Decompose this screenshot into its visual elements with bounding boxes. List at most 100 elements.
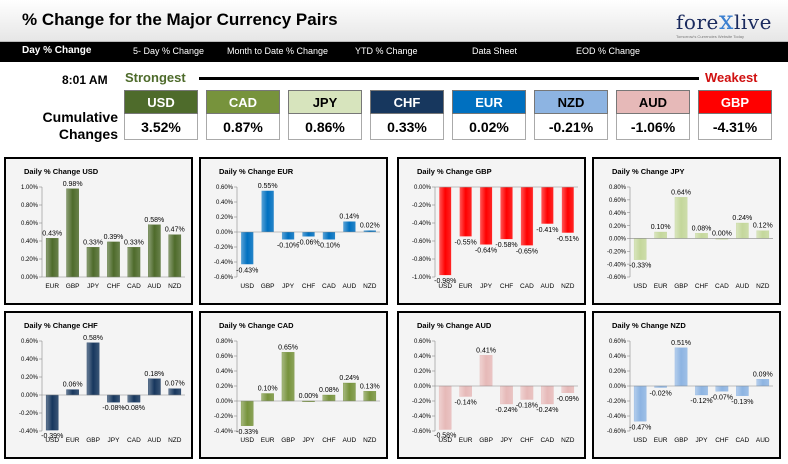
data-label: 0.12%	[753, 223, 773, 230]
data-label: 0.33%	[83, 239, 103, 246]
x-tick-label: CHF	[107, 283, 120, 290]
bar-gbp	[281, 352, 295, 402]
x-tick-label: GBP	[66, 283, 80, 290]
y-tick-label: -0.80%	[412, 257, 432, 263]
bar-chart: Daily % Change GBP -1.00% -0.80% -0.60% -0.4…	[412, 167, 579, 290]
currency-name: AUD	[616, 90, 690, 114]
data-label: -0.18%	[516, 403, 538, 410]
y-tick-label: 0.60%	[216, 354, 234, 360]
header-bar: % Change for the Major Currency Pairs fo…	[0, 0, 788, 42]
data-label: -0.10%	[318, 243, 340, 250]
y-tick-label: 0.20%	[609, 224, 627, 230]
y-tick-label: -0.60%	[214, 275, 234, 281]
bar-gbp	[261, 190, 274, 232]
bar-eur	[654, 231, 667, 239]
data-label: 0.09%	[753, 371, 773, 378]
bar-jpy	[695, 385, 708, 396]
currency-change-value: -1.06%	[616, 114, 690, 140]
y-tick-label: -0.40%	[214, 260, 234, 266]
data-label: -0.08%	[123, 405, 145, 412]
bar-chart: Daily % Change AUD -0.60% -0.40% -0.20% 0.00…	[412, 321, 579, 444]
bar-chf	[322, 394, 336, 402]
nav-5day-change[interactable]: 5- Day % Change	[133, 46, 205, 56]
weakest-label: Weakest	[705, 70, 758, 85]
x-tick-label: CAD	[540, 437, 554, 444]
data-label: -0.06%	[297, 240, 319, 247]
forexlive-logo[interactable]: forexlive Tomorrow's Currencies Website …	[676, 6, 772, 39]
nav-ytd-change[interactable]: YTD % Change	[355, 46, 418, 56]
y-tick-label: 0.20%	[21, 257, 39, 263]
x-tick-label: CAD	[735, 437, 749, 444]
data-label: -0.13%	[731, 399, 753, 406]
bar-chart: Daily % Change USD0.00%0.20%0.40%0.60%0.…	[21, 167, 185, 290]
y-tick-label: 0.60%	[609, 198, 627, 204]
data-label: 0.02%	[360, 223, 380, 230]
y-tick-label: -0.60%	[412, 429, 432, 435]
y-tick-label: 0.20%	[414, 369, 432, 375]
y-tick-label: 0.40%	[216, 200, 234, 206]
data-label: 0.58%	[144, 217, 164, 224]
x-tick-label: JPY	[282, 283, 295, 290]
data-label: 0.98%	[63, 181, 83, 188]
bar-usd	[633, 238, 647, 260]
y-tick-label: 0.40%	[21, 239, 39, 245]
bar-usd	[240, 400, 254, 426]
x-tick-label: USD	[45, 437, 59, 444]
nav-data-sheet[interactable]: Data Sheet	[472, 46, 518, 56]
bar-cad	[127, 394, 141, 403]
data-label: -0.41%	[536, 227, 558, 234]
data-label: -0.24%	[536, 407, 558, 414]
chart-title: Daily % Change GBP	[417, 167, 492, 176]
bar-eur	[261, 393, 274, 402]
bar-chart: Daily % Change JPY -0.60% -0.40% -0.20% 0.00…	[607, 167, 773, 290]
data-label: 0.24%	[732, 215, 752, 222]
x-tick-label: USD	[633, 283, 647, 290]
y-tick-label: -0.40%	[412, 221, 432, 227]
bar-aud	[736, 222, 749, 239]
x-tick-label: AUD	[735, 283, 749, 290]
y-tick-label: -0.60%	[607, 429, 627, 435]
currency-name: USD	[124, 90, 198, 114]
data-label: -0.98%	[434, 278, 456, 285]
x-tick-label: EUR	[654, 283, 668, 290]
data-label: -0.12%	[690, 398, 712, 405]
currency-change-value: 0.86%	[288, 114, 362, 140]
x-tick-label: CAD	[520, 283, 534, 290]
bar-chf	[107, 241, 120, 278]
bar-aud	[343, 382, 356, 402]
data-label: 0.33%	[124, 239, 144, 246]
y-tick-label: -0.60%	[607, 275, 627, 281]
nav-eod-change[interactable]: EOD % Change	[576, 46, 641, 56]
y-tick-label: 0.40%	[609, 211, 627, 217]
x-tick-label: CAD	[127, 437, 141, 444]
x-tick-label: USD	[240, 283, 254, 290]
data-label: -0.24%	[495, 407, 517, 414]
y-tick-label: 0.00%	[216, 230, 234, 236]
bar-usd	[45, 394, 59, 431]
currency-change-value: 3.52%	[124, 114, 198, 140]
y-tick-label: -0.20%	[214, 414, 234, 420]
y-tick-label: 0.40%	[216, 369, 234, 375]
currency-name: CAD	[206, 90, 280, 114]
chart-title: Daily % Change NZD	[612, 321, 686, 330]
y-tick-label: 0.20%	[216, 215, 234, 221]
cumulative-changes-label: Cumulative Changes	[42, 109, 118, 142]
x-tick-label: CHF	[500, 283, 513, 290]
y-tick-label: 0.40%	[609, 354, 627, 360]
x-tick-label: NZD	[756, 283, 770, 290]
bar-chf	[695, 233, 708, 239]
currency-box-jpy: JPY 0.86%	[288, 90, 362, 140]
bar-chart: Daily % Change CHF -0.40% -0.20% 0.00% 0.20%…	[19, 321, 185, 444]
y-tick-label: 0.80%	[216, 339, 234, 345]
bar-chart: Daily % Change NZD -0.60% -0.40% -0.20% 0.00…	[607, 321, 773, 444]
data-label: 0.10%	[258, 386, 278, 393]
chart-panel-usd: Daily % Change USD 0.00% 0.20% 0.40% 0.60% 0.…	[4, 157, 193, 305]
nav-day-change[interactable]: Day % Change	[22, 45, 92, 56]
data-label: 0.55%	[258, 183, 278, 190]
data-label: 0.00%	[299, 393, 319, 400]
y-tick-label: 0.00%	[609, 384, 627, 390]
currency-change-value: 0.02%	[452, 114, 526, 140]
x-tick-label: JPY	[696, 437, 709, 444]
y-tick-label: 0.60%	[609, 339, 627, 345]
nav-month-to-date[interactable]: Month to Date % Change	[227, 46, 329, 56]
